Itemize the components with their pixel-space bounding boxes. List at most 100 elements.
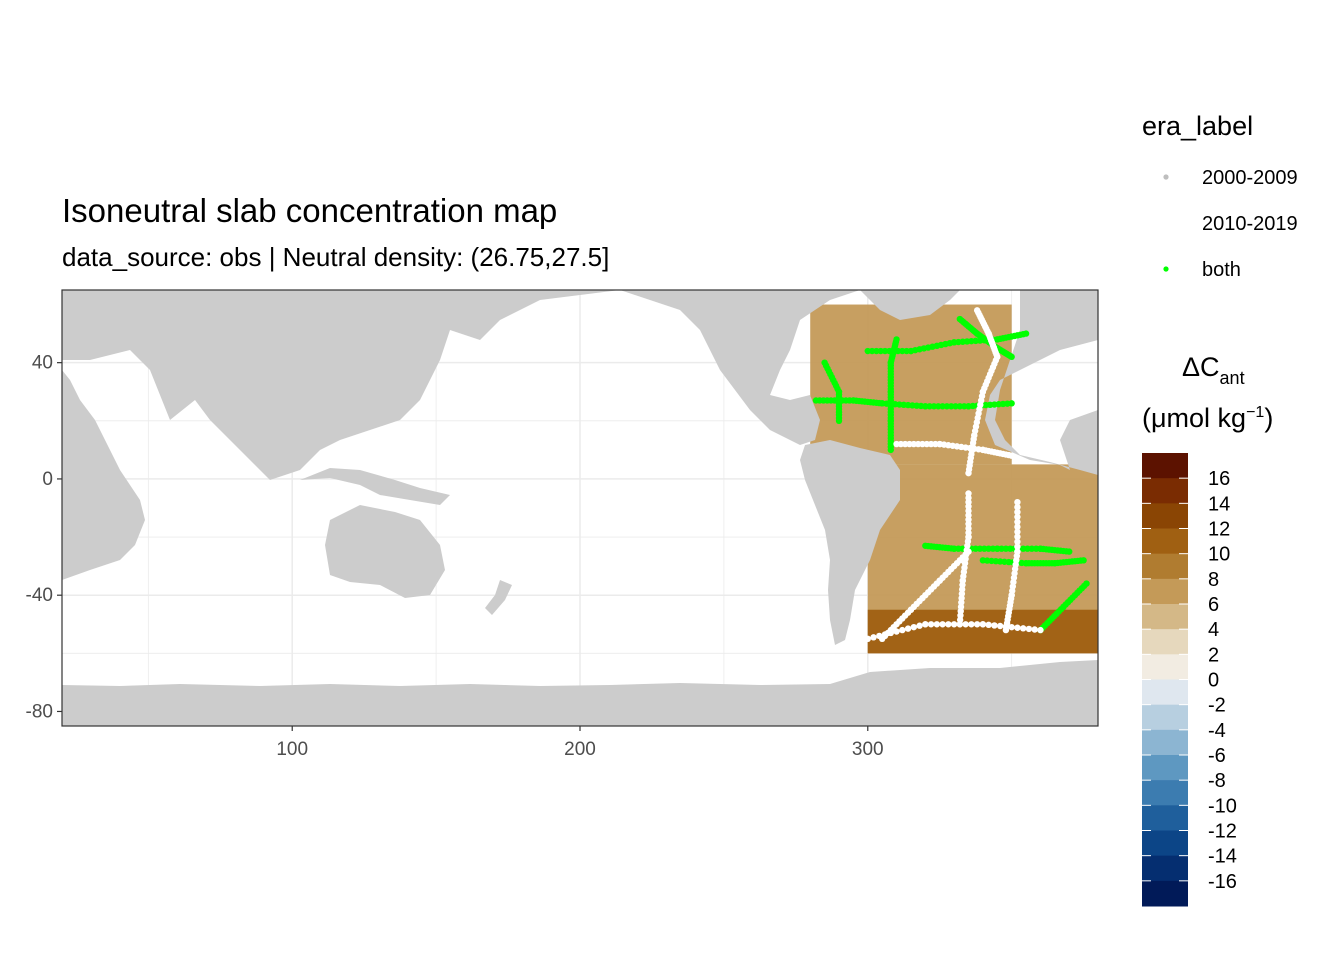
track-point-2010-2019 [965, 548, 972, 555]
plot-subtitle: data_source: obs | Neutral density: (26.… [62, 242, 609, 272]
track-point-both [1083, 580, 1090, 587]
era-legend-label: both [1202, 259, 1241, 281]
y-tick-label: -40 [26, 585, 53, 606]
track-point-2010-2019 [945, 621, 952, 628]
track-point-2010-2019 [899, 626, 906, 634]
track-point-2010-2019 [973, 621, 981, 628]
track-point-2010-2019 [927, 621, 935, 628]
colorbar-swatch [1142, 654, 1188, 680]
track-point-2010-2019 [1025, 625, 1033, 633]
track-point-2010-2019 [956, 621, 964, 628]
colorbar-label: 6 [1208, 594, 1219, 616]
africa-land [62, 290, 145, 580]
plot-title: Isoneutral slab concentration map [62, 192, 557, 229]
colorbar-swatch [1142, 578, 1188, 605]
colorbar-label: 2 [1208, 644, 1219, 666]
track-point-2010-2019 [1014, 533, 1021, 540]
track-point-2010-2019 [1014, 503, 1021, 511]
era-legend-label: 2010-2019 [1202, 213, 1298, 235]
colorbar-swatch [1142, 830, 1188, 857]
colorbar-swatch [1142, 478, 1188, 504]
track-point-2010-2019 [1014, 508, 1021, 516]
colorbar-swatch [1142, 629, 1188, 655]
colorbar-swatch [1142, 453, 1188, 479]
colorbar-label: -10 [1208, 795, 1237, 817]
colorbar-unit-pre: (μmol kg [1142, 403, 1246, 433]
track-point-2010-2019 [1014, 624, 1021, 631]
colorbar-swatch [1142, 805, 1188, 831]
track-point-2010-2019 [991, 622, 998, 629]
track-point-2010-2019 [893, 628, 900, 635]
track-point-2010-2019 [916, 622, 923, 629]
track-point-2010-2019 [1014, 513, 1021, 521]
track-point-2010-2019 [1014, 543, 1021, 550]
era-legend-title: era_label [1142, 111, 1253, 141]
colorbar-label: 10 [1208, 544, 1230, 566]
track-point-2010-2019 [1014, 498, 1021, 506]
track-point-2010-2019 [1014, 538, 1021, 545]
track-point-both [1008, 400, 1015, 407]
y-tick-label: 0 [42, 469, 53, 490]
colorbar-unit-post: ) [1264, 403, 1273, 433]
australia-land [325, 505, 445, 598]
colorbar-label: -2 [1208, 695, 1226, 717]
antarctica-land [62, 660, 1098, 726]
colorbar-title-sub: ant [1220, 368, 1245, 388]
era-legend-key [1163, 266, 1169, 272]
colorbar-label: 4 [1208, 619, 1219, 641]
colorbar-label: -4 [1208, 720, 1226, 742]
track-point-2010-2019 [1008, 623, 1015, 631]
colorbar-swatch [1142, 503, 1188, 529]
track-point-both [1008, 353, 1015, 361]
track-point-2010-2019 [1037, 626, 1044, 634]
map-panel [62, 290, 1098, 726]
colorbar-title-main: ΔC [1182, 352, 1220, 382]
track-point-2010-2019 [1008, 452, 1015, 459]
track-point-2010-2019 [985, 621, 992, 629]
colorbar-label: 16 [1208, 468, 1230, 490]
colorbar-swatch [1142, 528, 1188, 555]
track-point-both [1080, 557, 1087, 564]
europe-africa-land [985, 290, 1098, 475]
colorbar-swatch [1142, 729, 1188, 756]
track-point-2010-2019 [939, 621, 946, 628]
colorbar-label: -12 [1208, 821, 1237, 843]
track-point-2010-2019 [881, 631, 889, 638]
track-point-2010-2019 [933, 621, 941, 628]
colorbar-label: -14 [1208, 846, 1237, 868]
x-tick-label: 300 [852, 739, 884, 760]
colorbar-swatch [1142, 553, 1188, 580]
field-cell-north-atlantic [810, 304, 1012, 465]
track-point-2010-2019 [910, 623, 918, 631]
track-point-2010-2019 [1014, 528, 1021, 536]
colorbar-label: 14 [1208, 493, 1230, 515]
y-tick-label: 40 [32, 353, 53, 374]
track-point-2010-2019 [1031, 626, 1038, 633]
x-tick-label: 200 [564, 739, 596, 760]
colorbar-label: 8 [1208, 569, 1219, 591]
track-point-2010-2019 [1019, 625, 1027, 632]
era-legend-key [1163, 220, 1169, 226]
track-point-2010-2019 [922, 621, 929, 628]
track-point-both [1066, 548, 1073, 555]
track-point-2010-2019 [864, 635, 871, 642]
colorbar-swatch [1142, 604, 1188, 630]
colorbar-title: ΔCant [1182, 352, 1245, 388]
track-point-2010-2019 [1014, 518, 1021, 526]
track-point-2010-2019 [1014, 523, 1021, 531]
track-point-2010-2019 [996, 622, 1004, 630]
track-point-2010-2019 [968, 621, 975, 628]
track-point-2010-2019 [1002, 623, 1010, 630]
north-america-land [620, 290, 860, 445]
track-point-2010-2019 [870, 634, 877, 641]
y-axis: 40 0 -40 -80 [26, 353, 62, 722]
colorbar-swatch [1142, 855, 1188, 882]
colorbar-label: -16 [1208, 871, 1237, 893]
indonesia-land [300, 468, 450, 505]
colorbar-swatch [1142, 880, 1188, 907]
south-america-land [800, 440, 900, 645]
track-point-2010-2019 [962, 621, 969, 628]
era-legend-label: 2000-2009 [1202, 167, 1298, 189]
x-tick-label: 100 [276, 739, 308, 760]
colorbar-label: 0 [1208, 670, 1219, 692]
